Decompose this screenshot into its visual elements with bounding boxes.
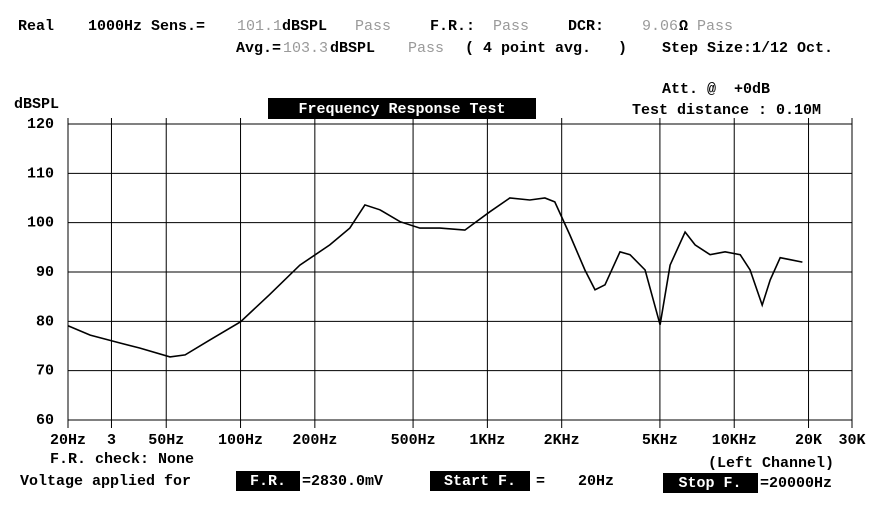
fr-button[interactable] [236,471,300,491]
step-size: Step Size:1/12 Oct. [662,40,833,57]
dcr-label: DCR: [568,18,604,35]
x-tick-label: 30K [838,432,865,449]
fr-status: Pass [493,18,529,35]
y-tick-label: 70 [36,363,54,380]
chart-title: Frequency Response Test [298,101,505,118]
x-tick-label: 3 [107,432,116,449]
y-axis-label: dBSPL [14,96,59,113]
avg-unit: dBSPL [330,40,375,57]
stop-button[interactable] [663,473,758,493]
sens-status: Pass [355,18,391,35]
start-value: 20Hz [578,473,614,490]
y-tick-label: 90 [36,264,54,281]
stop-button-label[interactable]: Stop F. [678,475,741,492]
x-tick-label: 100Hz [218,432,263,449]
fr-check: F.R. check: None [50,451,194,468]
start-eq: = [536,473,545,490]
x-tick-label: 50Hz [148,432,184,449]
y-tick-label: 110 [27,165,54,182]
attenuation: Att. @ +0dB [662,81,770,98]
response-curve [67,197,803,358]
stop-value: =20000Hz [760,475,832,492]
x-tick-label: 2KHz [544,432,580,449]
start-button[interactable] [430,471,530,491]
sens-value: 101.1 [237,18,282,35]
y-tick-label: 100 [27,215,54,232]
y-tick-label: 120 [27,116,54,133]
x-tick-label: 20Hz [50,432,86,449]
mode: Real [18,18,54,35]
voltage-label: Voltage applied for [20,473,191,490]
voltage: =2830.0mV [302,473,383,490]
avg-value: 103.3 [283,40,328,57]
dcr-status: Pass [697,18,733,35]
y-tick-label: 60 [36,412,54,429]
x-tick-label: 200Hz [292,432,337,449]
avg-label: Avg.= [236,40,281,57]
fr-label: F.R.: [430,18,475,35]
sens-unit: dBSPL [282,18,327,35]
dcr-unit: Ω [679,18,688,35]
avg-status: Pass [408,40,444,57]
x-tick-label: 10KHz [712,432,757,449]
x-tick-label: 20K [795,432,822,449]
start-button-label[interactable]: Start F. [444,473,516,490]
title-box [268,98,536,119]
y-tick-label: 80 [36,313,54,330]
channel: (Left Channel) [708,455,834,472]
x-tick-label: 500Hz [391,432,436,449]
x-tick-label: 5KHz [642,432,678,449]
dcr-value: 9.06 [642,18,678,35]
x-tick-label: 1KHz [469,432,505,449]
fr-button-label[interactable]: F.R. [250,473,286,490]
avg-note: ( 4 point avg. ) [465,40,627,57]
test-distance: Test distance : 0.10M [632,102,821,119]
sens-label: 1000Hz Sens.= [88,18,205,35]
